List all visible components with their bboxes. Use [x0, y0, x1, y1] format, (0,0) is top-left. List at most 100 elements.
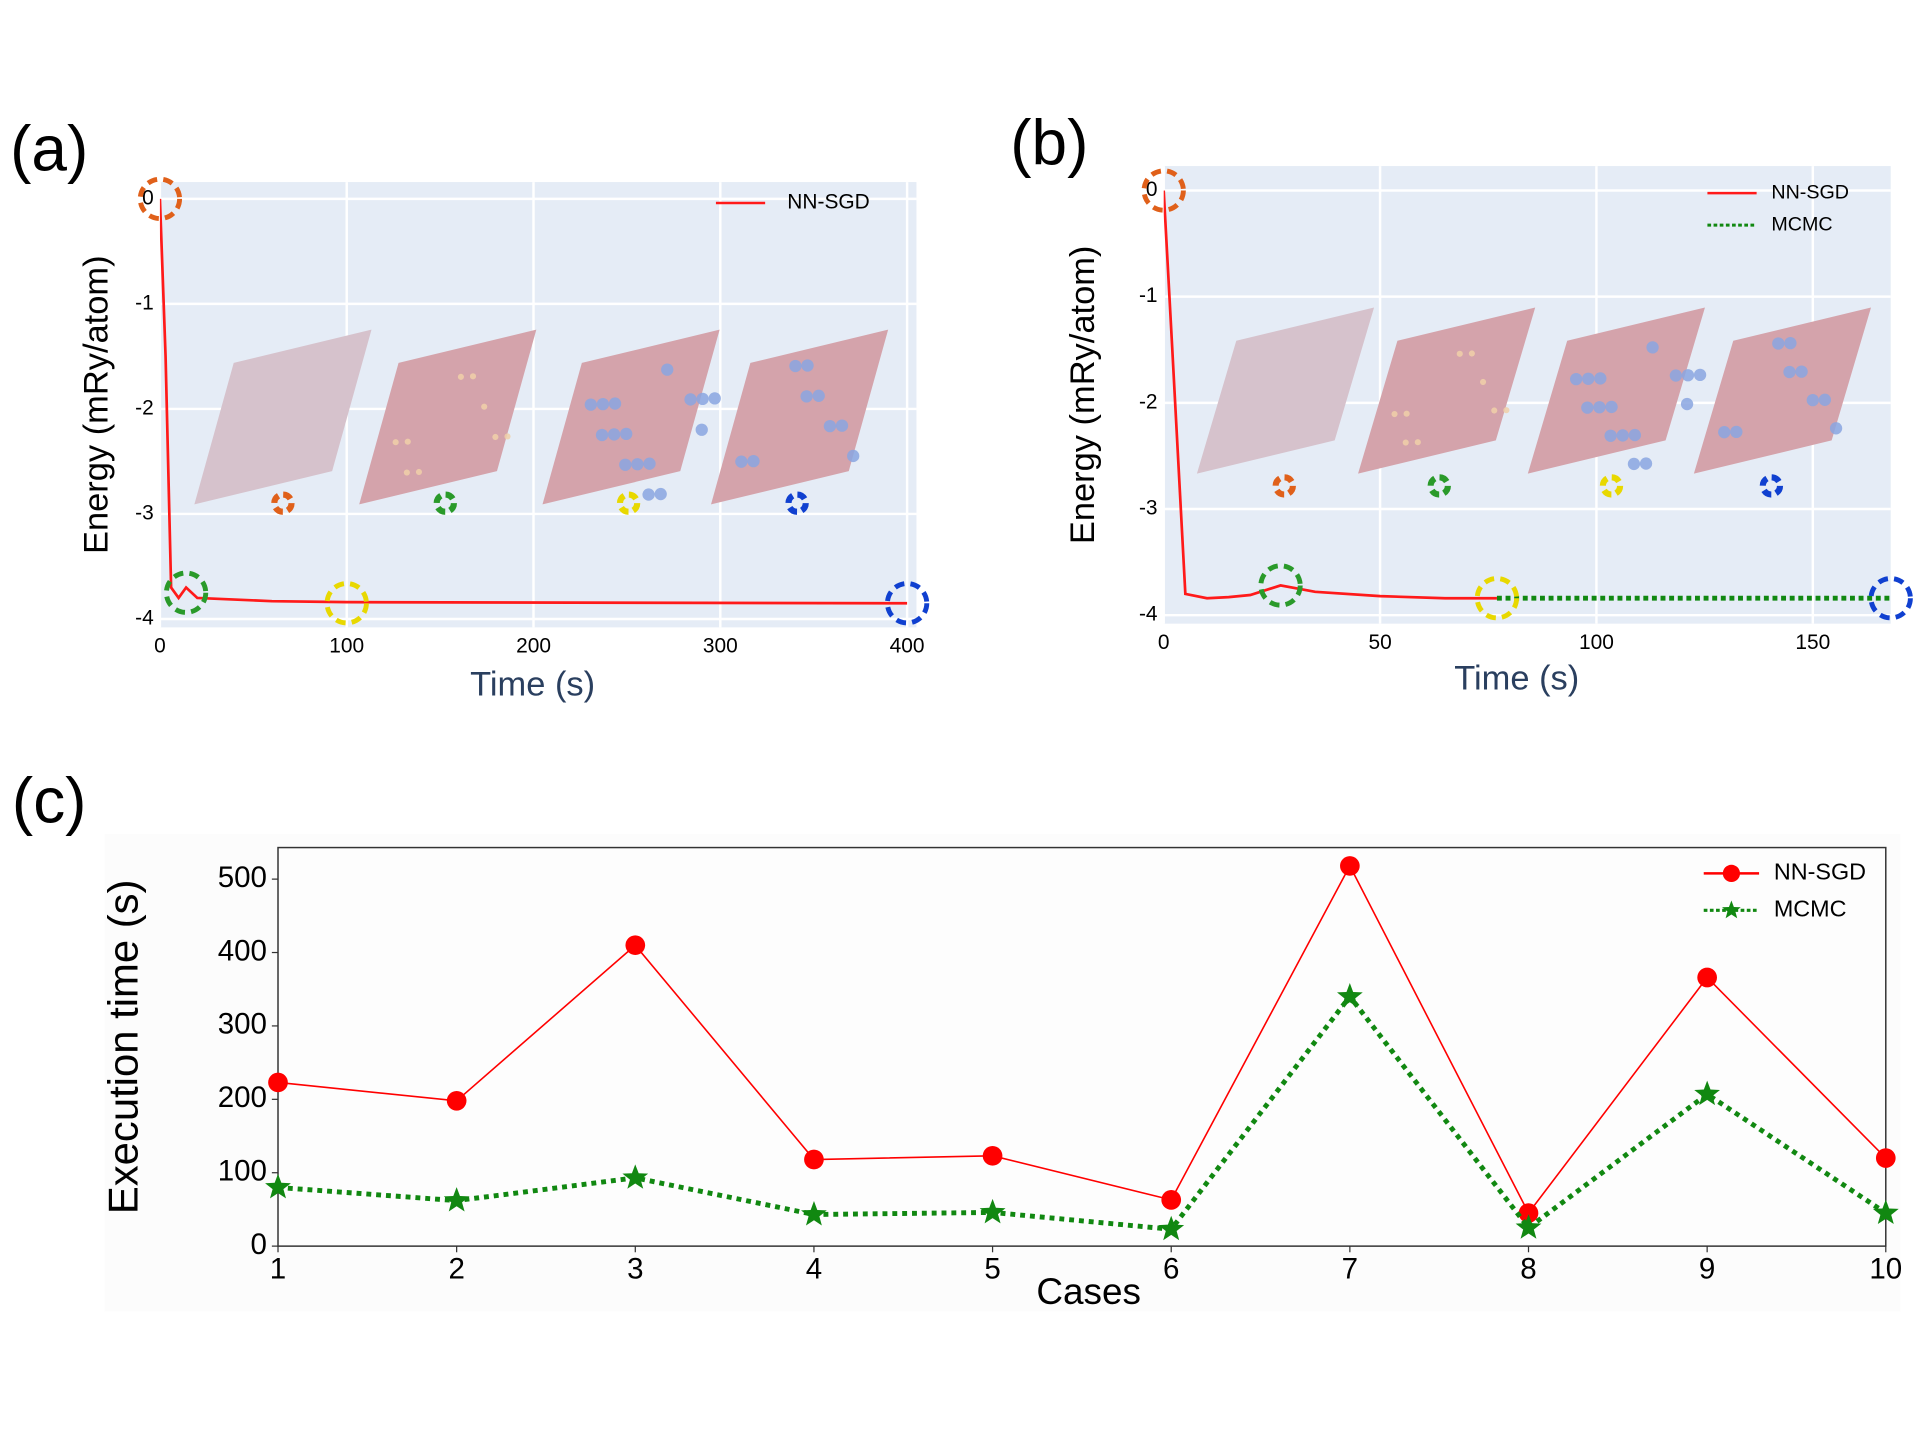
inset-defect [695, 423, 708, 436]
state-glyph [1599, 474, 1624, 498]
inset-defect [747, 454, 760, 468]
x-tick-label: 400 [890, 635, 925, 658]
legend-label: NN-SGD [1771, 181, 1849, 203]
x-tick-label: 200 [516, 635, 551, 658]
inset-defect [504, 433, 511, 440]
inset-defect [1639, 457, 1653, 470]
state-glyph [1272, 474, 1296, 498]
x-tick-label: 10 [1869, 1253, 1902, 1286]
state-glyph [1427, 474, 1451, 498]
inset-defect [1730, 425, 1743, 438]
x-tick-label: 150 [1795, 631, 1830, 654]
y-tick-label: 500 [218, 861, 267, 894]
x-tick-label: 5 [984, 1253, 1000, 1286]
x-tick-label: 2 [448, 1253, 464, 1286]
x-axis-label: Cases [1036, 1271, 1141, 1312]
inset-defect [1491, 407, 1498, 414]
x-tick-label: 0 [1158, 631, 1170, 654]
data-point [1875, 1148, 1896, 1168]
legend-label: MCMC [1774, 895, 1847, 921]
inset-defect [415, 468, 423, 476]
x-tick-label: 6 [1163, 1253, 1179, 1286]
y-tick-label: 400 [218, 934, 267, 967]
inset-snapshot [1358, 307, 1536, 474]
inset-defect [800, 390, 813, 403]
legend-marker [1722, 864, 1741, 883]
inset-defect [835, 419, 849, 432]
inset-defect [1479, 378, 1487, 386]
inset-defect [392, 439, 399, 446]
inset-defect [1680, 397, 1694, 411]
x-tick-label: 8 [1520, 1253, 1536, 1286]
inset-defect [1628, 428, 1641, 442]
inset-defect [1594, 372, 1607, 385]
series-group [159, 198, 908, 605]
data-point [1697, 967, 1717, 988]
inset-defect [696, 392, 709, 406]
data-point [1872, 1199, 1899, 1224]
data-point [804, 1149, 824, 1170]
y-tick-label: -2 [135, 396, 154, 419]
inset-defect [1616, 429, 1629, 442]
inset-defect [1456, 350, 1463, 357]
state-highlight [1141, 168, 1186, 213]
panel-label: (c) [12, 765, 87, 837]
state-glyph [616, 491, 641, 515]
inset-defect [801, 359, 814, 372]
inset-defect [661, 363, 674, 376]
x-tick-label: 100 [329, 635, 364, 658]
inset-defect [1783, 365, 1796, 379]
state-glyph [433, 491, 457, 515]
y-tick-label: 300 [218, 1008, 267, 1041]
x-tick-label: 1 [270, 1253, 286, 1286]
inset-defect [1784, 336, 1797, 350]
inset-defect [684, 393, 697, 406]
inset-defect [1646, 341, 1659, 354]
y-tick-label: -1 [135, 291, 154, 314]
data-point [265, 1173, 291, 1199]
inset-defect [1772, 337, 1785, 350]
inset-defect [735, 455, 748, 468]
x-tick-label: 0 [154, 635, 166, 658]
inset-defect [404, 438, 411, 445]
data-line [159, 198, 908, 605]
data-point [1518, 1203, 1539, 1223]
x-axis-label: Time (s) [470, 666, 595, 704]
inset-defect [1414, 439, 1421, 446]
state-glyph [1759, 474, 1784, 498]
y-tick-label: -4 [135, 607, 154, 630]
inset-defect [1503, 407, 1510, 414]
inset-defect [1627, 457, 1641, 471]
inset-defect [595, 428, 609, 442]
y-tick-label: 200 [218, 1081, 267, 1114]
x-tick-label: 300 [703, 635, 738, 658]
panel-label: (b) [1010, 107, 1088, 179]
state-highlight [137, 176, 183, 222]
inset-defect [469, 373, 477, 380]
legend-label: NN-SGD [1774, 859, 1866, 885]
x-axis-label: Time (s) [1454, 659, 1579, 697]
state-highlight [1868, 576, 1913, 621]
inset-defect [1604, 429, 1617, 442]
data-line [1163, 190, 1497, 600]
y-tick-label: -3 [135, 501, 154, 524]
inset-snapshot [194, 329, 372, 505]
y-tick-label: 0 [251, 1228, 267, 1261]
inset-snapshot [1196, 307, 1375, 474]
inset-snapshot [359, 329, 537, 505]
data-point [1337, 983, 1363, 1008]
y-axis-label: Energy (mRy/atom) [78, 255, 116, 554]
inset-defect [1593, 401, 1606, 414]
inset-defect [1468, 350, 1475, 357]
inset-defect [620, 427, 633, 441]
inset-defect [1693, 368, 1707, 382]
state-highlight [1474, 576, 1520, 621]
data-point [1694, 1080, 1720, 1106]
inset-defect [1391, 410, 1398, 418]
state-glyph [271, 491, 295, 515]
series-group [265, 856, 1899, 1241]
data-point [443, 1187, 470, 1212]
inset-defect [847, 449, 860, 463]
x-tick-label: 9 [1699, 1253, 1715, 1286]
